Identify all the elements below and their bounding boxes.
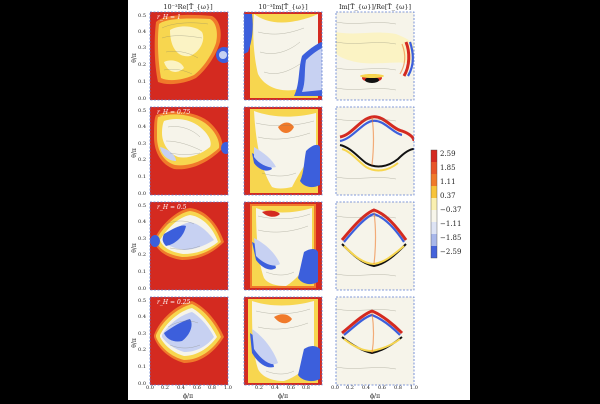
x-tick: 0.2 bbox=[161, 385, 169, 391]
panel-ratio-row3 bbox=[335, 201, 415, 291]
y-tick: 0.1 bbox=[138, 174, 146, 180]
y-tick: 0.0 bbox=[138, 191, 146, 197]
y-tick: 0.5 bbox=[138, 298, 146, 304]
x-tick: 0.2 bbox=[346, 385, 354, 391]
y-tick: 0.0 bbox=[138, 96, 146, 102]
y-tick: 0.4 bbox=[138, 314, 146, 320]
x-tick: 0.8 bbox=[302, 385, 310, 391]
y-ticks-row3: 0.5 0.4 0.3 0.2 0.1 0.0 bbox=[138, 203, 146, 292]
x-tick: 0.0 bbox=[331, 385, 339, 391]
x-axis-label-col1: ϕ/π bbox=[183, 393, 193, 400]
panel-re-row1: r_H = 1 bbox=[149, 11, 229, 101]
rh-label-3: r_H = 0.5 bbox=[157, 204, 187, 211]
y-ticks-row2: 0.5 0.4 0.3 0.2 0.1 0.0 bbox=[138, 108, 146, 197]
x-tick: 0.2 bbox=[255, 385, 263, 391]
panel-ratio-row4 bbox=[335, 296, 415, 386]
y-tick: 0.3 bbox=[138, 236, 146, 242]
column-title-im: 10⁻³Im[T̃_{ω}] bbox=[258, 3, 307, 11]
panel-re-row3: r_H = 0.5 bbox=[149, 201, 229, 291]
x-ticks-col2: 0.2 0.4 0.6 0.8 bbox=[255, 385, 310, 391]
rh-label-2: r_H = 0.75 bbox=[157, 109, 190, 116]
y-axis-label-row2: θ/π bbox=[131, 148, 138, 158]
x-tick: 0.4 bbox=[177, 385, 185, 391]
colorbar-tick: 0.37 bbox=[440, 192, 456, 200]
y-tick: 0.5 bbox=[138, 203, 146, 209]
x-tick: 1.0 bbox=[224, 385, 232, 391]
contour-figure: 10⁻³Re[T̃_{ω}] 10⁻³Im[T̃_{ω}] Im[T̃_{ω}]… bbox=[128, 0, 470, 400]
y-tick: 0.0 bbox=[138, 286, 146, 292]
y-axis-label-row3: θ/π bbox=[131, 243, 138, 253]
x-tick: 0.6 bbox=[378, 385, 386, 391]
colorbar-tick: −1.11 bbox=[440, 220, 461, 228]
y-tick: 0.3 bbox=[138, 331, 146, 337]
y-tick: 0.2 bbox=[138, 157, 146, 163]
colorbar-tick: 1.11 bbox=[440, 178, 456, 186]
y-axis-label-row4: θ/π bbox=[131, 338, 138, 348]
panel-ratio-row2 bbox=[335, 106, 415, 196]
y-tick: 0.3 bbox=[138, 141, 146, 147]
y-tick: 0.1 bbox=[138, 79, 146, 85]
x-tick: 1.0 bbox=[410, 385, 418, 391]
x-axis-label-col3: ϕ/π bbox=[370, 393, 380, 400]
column-title-ratio: Im[T̃_{ω}]/Re[T̃_{ω}] bbox=[339, 3, 411, 11]
panel-ratio-row1 bbox=[335, 11, 415, 101]
x-ticks-col3: 0.0 0.2 0.4 0.6 0.8 1.0 bbox=[331, 385, 418, 391]
y-tick: 0.2 bbox=[138, 347, 146, 353]
contour-grid: 10⁻³Re[T̃_{ω}] 10⁻³Im[T̃_{ω}] Im[T̃_{ω}]… bbox=[131, 3, 461, 400]
panel-im-row3 bbox=[243, 201, 323, 291]
y-tick: 0.2 bbox=[138, 62, 146, 68]
x-ticks-col1: 0.0 0.2 0.4 0.6 0.8 1.0 bbox=[146, 385, 232, 391]
x-tick: 0.0 bbox=[146, 385, 154, 391]
column-title-re: 10⁻³Re[T̃_{ω}] bbox=[163, 3, 212, 11]
panel-im-row2 bbox=[243, 106, 323, 196]
colorbar-tick: 2.59 bbox=[440, 150, 456, 158]
colorbar: 2.59 1.85 1.11 0.37 −0.37 −1.11 −1.85 −2… bbox=[430, 149, 461, 259]
x-tick: 0.8 bbox=[394, 385, 402, 391]
y-tick: 0.4 bbox=[138, 124, 146, 130]
y-tick: 0.4 bbox=[138, 29, 146, 35]
y-ticks-row1: 0.5 0.4 0.3 0.2 0.1 0.0 bbox=[138, 13, 146, 102]
y-tick: 0.0 bbox=[138, 381, 146, 387]
colorbar-tick: 1.85 bbox=[440, 164, 456, 172]
y-tick: 0.1 bbox=[138, 269, 146, 275]
colorbar-tick: −2.59 bbox=[440, 248, 461, 256]
y-tick: 0.2 bbox=[138, 252, 146, 258]
y-tick: 0.5 bbox=[138, 13, 146, 19]
panel-re-row2: r_H = 0.75 bbox=[149, 106, 229, 196]
rh-label-1: r_H = 1 bbox=[157, 14, 181, 21]
x-tick: 0.4 bbox=[362, 385, 370, 391]
x-axis-label-col2: ϕ/π bbox=[278, 393, 288, 400]
y-tick: 0.1 bbox=[138, 364, 146, 370]
x-tick: 0.8 bbox=[208, 385, 216, 391]
y-tick: 0.4 bbox=[138, 219, 146, 225]
x-tick: 0.6 bbox=[287, 385, 295, 391]
y-tick: 0.5 bbox=[138, 108, 146, 114]
colorbar-tick: −0.37 bbox=[440, 206, 461, 214]
x-tick: 0.6 bbox=[193, 385, 201, 391]
y-tick: 0.3 bbox=[138, 45, 146, 51]
colorbar-tick: −1.85 bbox=[440, 234, 461, 242]
colorbar-gradient bbox=[431, 150, 437, 258]
x-tick: 0.4 bbox=[271, 385, 279, 391]
panel-re-row4: r_H = 0.25 bbox=[149, 296, 229, 386]
panel-im-row1 bbox=[243, 11, 323, 101]
rh-label-4: r_H = 0.25 bbox=[157, 299, 190, 306]
panel-im-row4 bbox=[243, 296, 323, 386]
y-ticks-row4: 0.5 0.4 0.3 0.2 0.1 0.0 bbox=[138, 298, 146, 387]
y-axis-label-row1: θ/π bbox=[131, 53, 138, 63]
